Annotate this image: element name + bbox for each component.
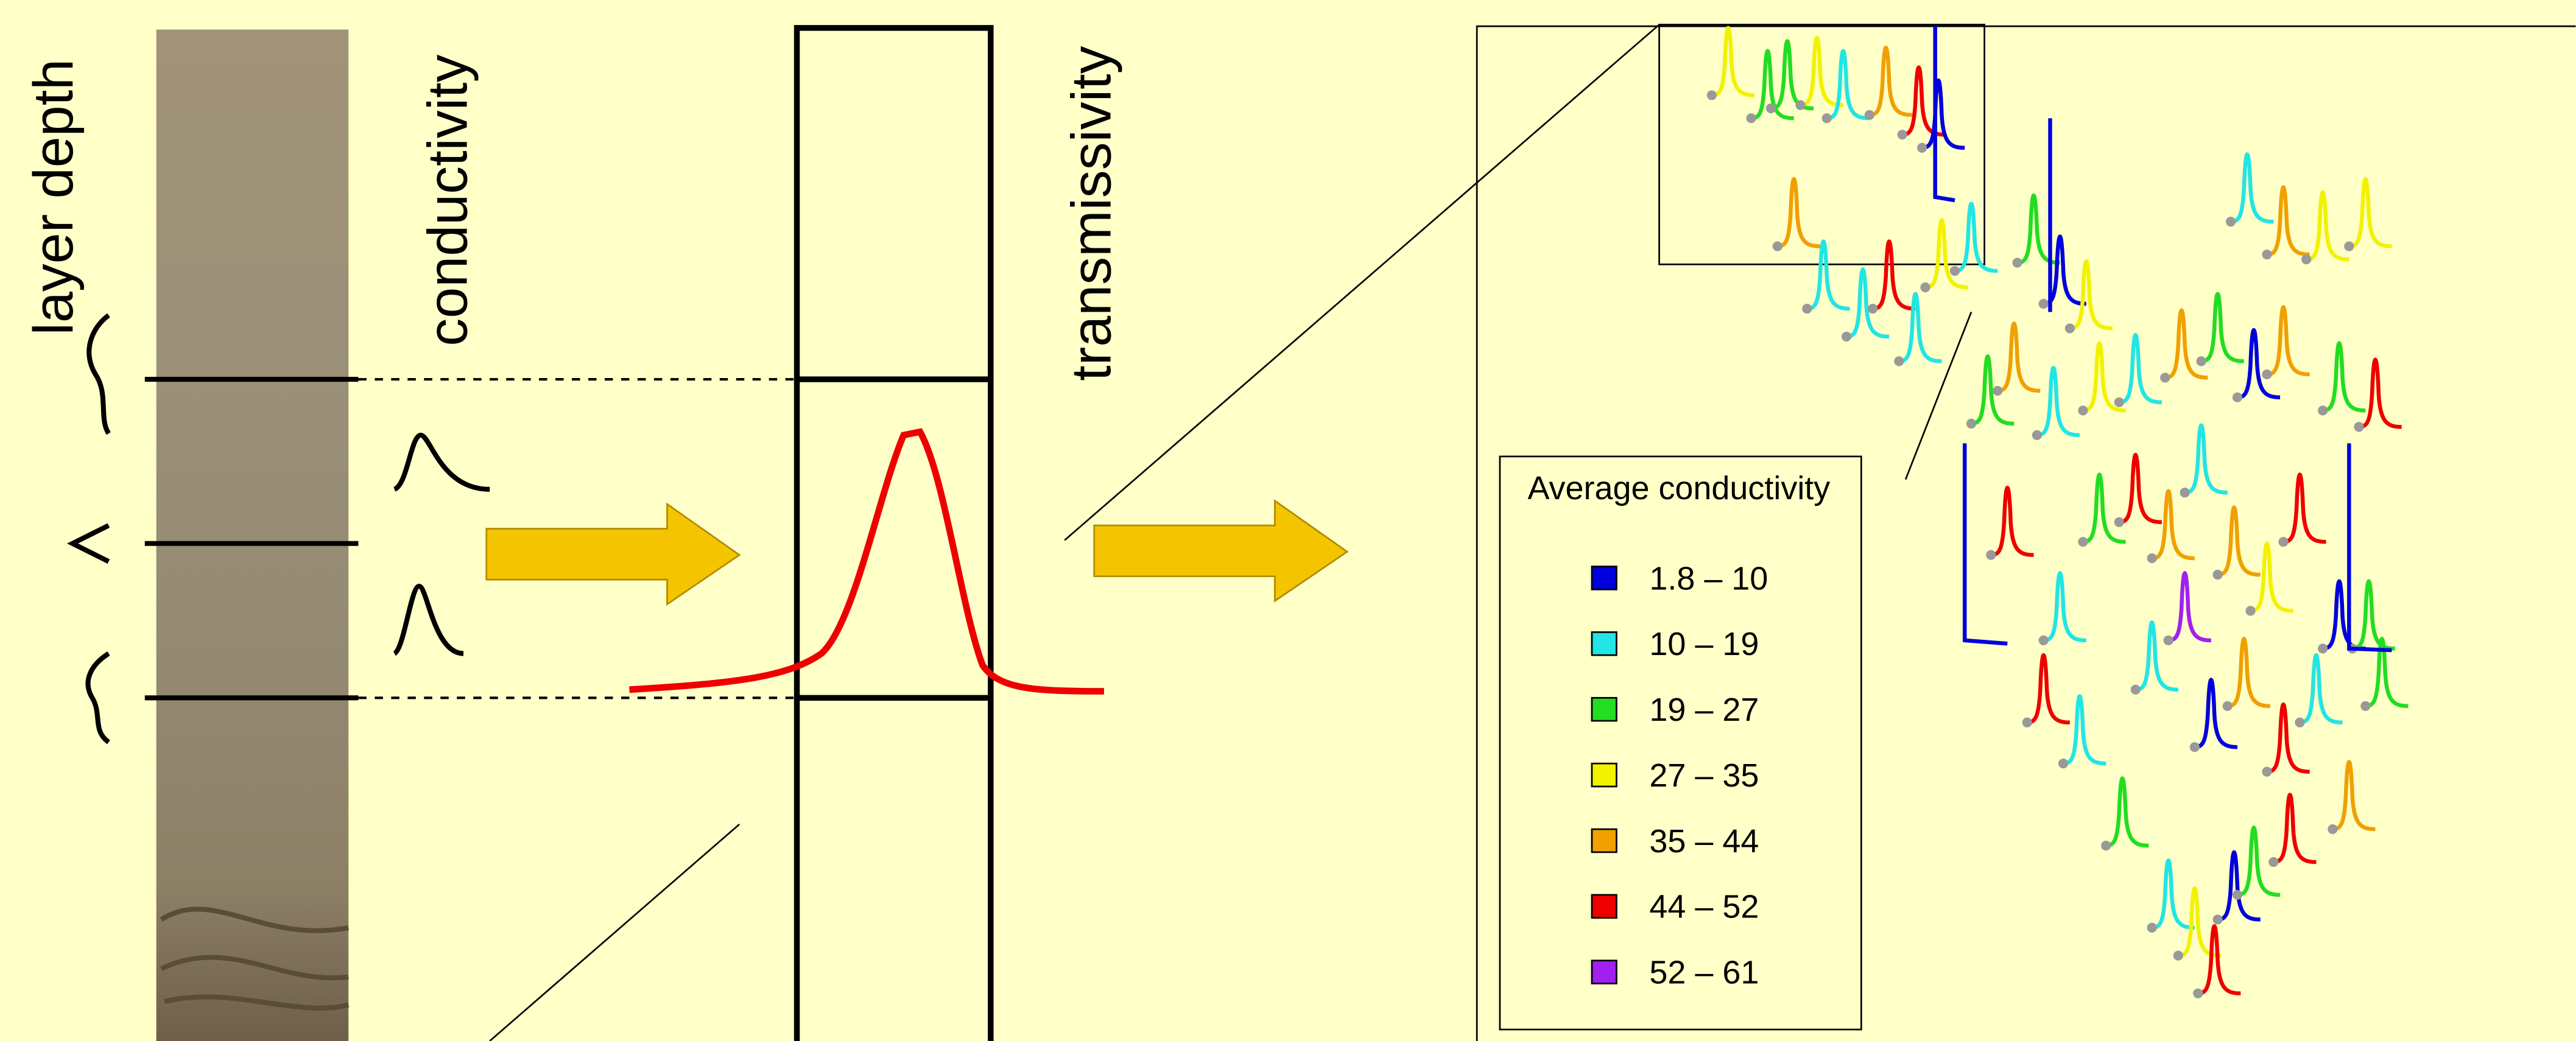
legend-swatch bbox=[1591, 631, 1617, 656]
legend-swatch bbox=[1591, 566, 1617, 591]
legend-label: 1.8 – 10 bbox=[1649, 560, 1768, 597]
transmissivity-curve bbox=[629, 428, 1104, 695]
legend-swatch bbox=[1591, 696, 1617, 722]
layer-boundaries bbox=[144, 376, 359, 701]
dashed-links bbox=[358, 378, 797, 699]
core-image bbox=[156, 29, 349, 1041]
conductivity-profiles bbox=[1707, 26, 2409, 998]
legend-title: Average conductivity bbox=[1528, 470, 1831, 506]
legend-swatch bbox=[1591, 959, 1617, 984]
legend-swatch bbox=[1591, 894, 1617, 919]
transmissivity-label: transmissivity bbox=[1061, 46, 1123, 380]
legend-label: 27 – 35 bbox=[1649, 757, 1759, 794]
legend: Average conductivity 1.8 – 10 10 – 19 19 –… bbox=[1499, 455, 1862, 1031]
legend-swatch bbox=[1591, 762, 1617, 788]
legend-label: 35 – 44 bbox=[1649, 823, 1759, 860]
depth-braces bbox=[67, 313, 111, 745]
legend-label: 44 – 52 bbox=[1649, 889, 1759, 925]
legend-label: 19 – 27 bbox=[1649, 692, 1759, 728]
legend-swatch bbox=[1591, 828, 1617, 853]
conductivity-label: conductivity bbox=[417, 54, 479, 346]
arrow bbox=[1093, 499, 1349, 603]
legend-box bbox=[1499, 455, 1862, 1031]
zoom-lines bbox=[489, 24, 1972, 1041]
legend-label: 10 – 19 bbox=[1649, 626, 1759, 662]
arrow bbox=[485, 502, 741, 606]
conductivity-peaks bbox=[392, 432, 490, 656]
core-texture bbox=[160, 906, 350, 1011]
transmissivity-box bbox=[794, 25, 994, 1041]
layer-depth-label: layer depth bbox=[23, 59, 85, 335]
legend-label: 52 – 61 bbox=[1649, 955, 1759, 991]
